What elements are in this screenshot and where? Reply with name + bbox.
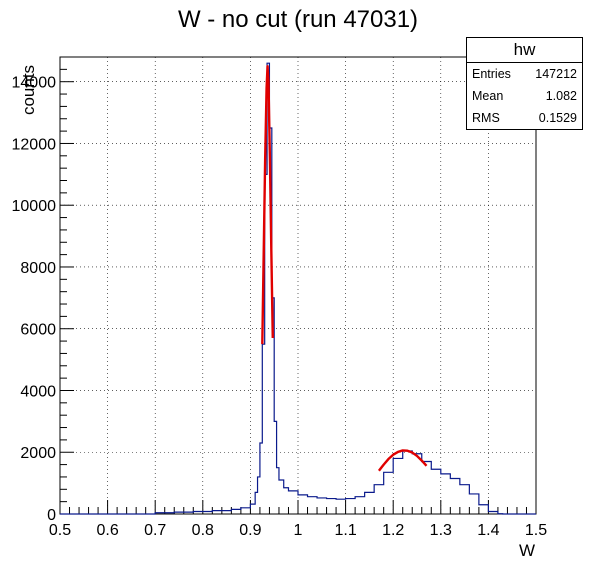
stats-value-rms: 0.1529 bbox=[538, 111, 577, 125]
x-tick-label: 0.7 bbox=[144, 522, 166, 539]
stats-value-mean: 1.082 bbox=[545, 89, 577, 103]
data-series bbox=[60, 62, 536, 515]
stats-value-entries: 147212 bbox=[535, 67, 577, 81]
stats-label-entries: Entries bbox=[472, 67, 511, 81]
axes: 0.5 0.6 0.7 0.8 0.9 1 1.1 1.2 1.3 1.4 1.5 0 2000 4000… bbox=[12, 56, 547, 539]
stats-label-mean: Mean bbox=[472, 89, 504, 103]
stats-label-rms: RMS bbox=[472, 111, 500, 125]
x-tick-label: 1 bbox=[294, 522, 303, 539]
stats-box: hw Entries 147212 Mean 1.082 RMS 0.1529 bbox=[466, 37, 583, 130]
x-tick-label: 1.5 bbox=[525, 522, 547, 539]
y-tick-label: 0 bbox=[47, 507, 56, 524]
x-tick-label: 1.3 bbox=[430, 522, 452, 539]
x-tick-label: 0.5 bbox=[49, 522, 71, 539]
y-tick-label: 10000 bbox=[12, 198, 57, 215]
x-tick-label: 1.1 bbox=[334, 522, 356, 539]
y-tick-label: 14000 bbox=[12, 75, 57, 92]
histogram-series bbox=[60, 62, 536, 515]
x-axis-label: W bbox=[519, 541, 535, 560]
y-tick-label: 6000 bbox=[20, 322, 56, 339]
grid-lines bbox=[60, 57, 536, 514]
y-tick-label: 12000 bbox=[12, 136, 57, 153]
y-tick-label: 8000 bbox=[20, 260, 56, 277]
fit-curve bbox=[377, 449, 428, 472]
stats-row-rms: RMS 0.1529 bbox=[467, 107, 582, 129]
x-tick-label: 0.6 bbox=[96, 522, 118, 539]
stats-box-name: hw bbox=[467, 38, 582, 63]
y-tick-label: 2000 bbox=[20, 445, 56, 462]
fit-curve bbox=[261, 65, 274, 345]
y-axis-label: counts bbox=[19, 65, 38, 115]
x-tick-label: 1.4 bbox=[477, 522, 499, 539]
chart-title: W - no cut (run 47031) bbox=[177, 6, 419, 33]
y-tick-label: 4000 bbox=[20, 383, 56, 400]
x-tick-label: 0.9 bbox=[239, 522, 261, 539]
x-tick-label: 1.2 bbox=[382, 522, 404, 539]
stats-row-entries: Entries 147212 bbox=[467, 63, 582, 85]
x-tick-label: 0.8 bbox=[192, 522, 214, 539]
stats-row-mean: Mean 1.082 bbox=[467, 85, 582, 107]
